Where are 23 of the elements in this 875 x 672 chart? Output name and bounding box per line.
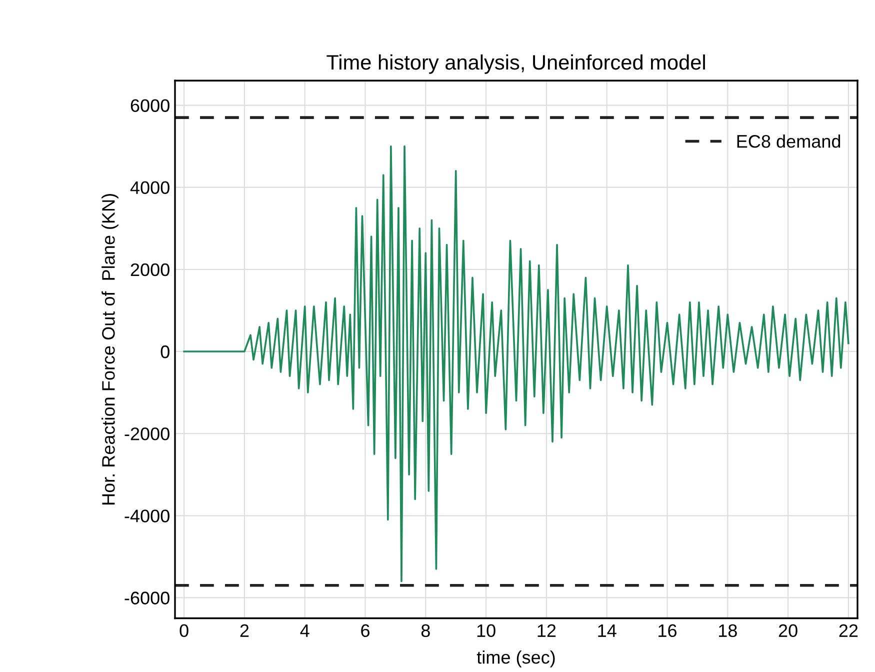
y-tick-label: -2000	[124, 428, 170, 440]
x-tick-label: 12	[538, 624, 556, 637]
y-tick-label: 6000	[130, 99, 170, 112]
x-tick-label: 18	[718, 624, 737, 638]
x-tick-label: 20	[778, 624, 798, 638]
y-tick-label: -4000	[124, 510, 170, 522]
y-tick-label: 0	[160, 345, 170, 358]
y-axis-title: Hor. Reaction Force Out of Plane (KN)	[102, 194, 118, 504]
y-tick-label: -6000	[124, 592, 170, 604]
legend-label: EC8 demand	[737, 134, 840, 148]
x-tick-label: 2	[240, 624, 249, 637]
y-tick-label: 4000	[130, 181, 170, 194]
x-tick-label: 0	[180, 624, 188, 638]
chart-title: Time history analysis, Uneinforced model	[326, 54, 705, 74]
x-axis-title: time (sec)	[476, 650, 555, 668]
x-tick-label: 4	[300, 624, 310, 637]
y-tick-label: 2000	[130, 263, 170, 276]
x-tick-label: 8	[421, 624, 430, 638]
x-tick-label: 16	[658, 624, 676, 638]
x-tick-label: 14	[598, 624, 616, 637]
x-tick-label: 6	[361, 624, 370, 638]
x-tick-label: 22	[839, 624, 858, 637]
x-tick-label: 10	[477, 624, 496, 638]
